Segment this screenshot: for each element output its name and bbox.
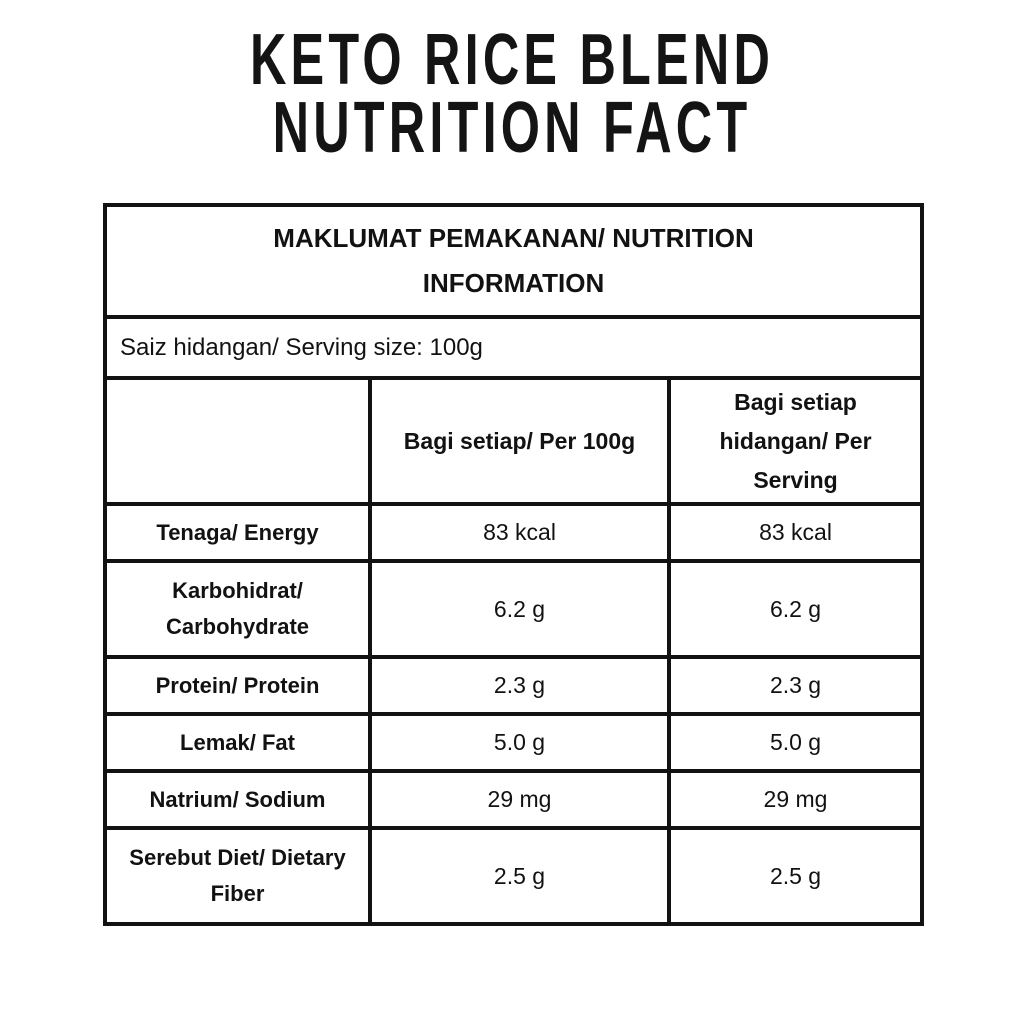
row-value-protein-per-serving: 2.3 g bbox=[669, 657, 923, 714]
row-value-fat-per-serving: 5.0 g bbox=[669, 714, 923, 771]
table-title-text: MAKLUMAT PEMAKANAN/ NUTRITION INFORMATIO… bbox=[273, 223, 754, 298]
row-label-sodium: Natrium/ Sodium bbox=[105, 771, 370, 828]
table-row-protein: Protein/ Protein 2.3 g 2.3 g bbox=[105, 657, 923, 714]
row-value-sodium-per-serving: 29 mg bbox=[669, 771, 923, 828]
column-header-per-serving-text: Bagi setiap hidangan/ Per Serving bbox=[719, 388, 872, 493]
row-value-dietary-fiber-per-100g: 2.5 g bbox=[370, 828, 669, 924]
row-label-carbohydrate: Karbohidrat/ Carbohydrate bbox=[105, 561, 370, 657]
nutrition-table: MAKLUMAT PEMAKANAN/ NUTRITION INFORMATIO… bbox=[103, 203, 925, 926]
row-value-energy-per-serving: 83 kcal bbox=[669, 504, 923, 561]
table-row-dietary-fiber: Serebut Diet/ Dietary Fiber 2.5 g 2.5 g bbox=[105, 828, 923, 924]
row-value-sodium-per-100g: 29 mg bbox=[370, 771, 669, 828]
row-label-protein: Protein/ Protein bbox=[105, 657, 370, 714]
table-row-fat: Lemak/ Fat 5.0 g 5.0 g bbox=[105, 714, 923, 771]
column-header-per-100g: Bagi setiap/ Per 100g bbox=[370, 378, 669, 504]
table-row-sodium: Natrium/ Sodium 29 mg 29 mg bbox=[105, 771, 923, 828]
table-title-cell: MAKLUMAT PEMAKANAN/ NUTRITION INFORMATIO… bbox=[105, 205, 923, 317]
row-value-energy-per-100g: 83 kcal bbox=[370, 504, 669, 561]
serving-size-cell: Saiz hidangan/ Serving size: 100g bbox=[105, 317, 923, 378]
row-value-fat-per-100g: 5.0 g bbox=[370, 714, 669, 771]
column-header-per-serving: Bagi setiap hidangan/ Per Serving bbox=[669, 378, 923, 504]
row-value-protein-per-100g: 2.3 g bbox=[370, 657, 669, 714]
title-line-1: KETO RICE BLEND bbox=[249, 20, 775, 100]
column-header-empty bbox=[105, 378, 370, 504]
row-label-fat: Lemak/ Fat bbox=[105, 714, 370, 771]
table-title-row: MAKLUMAT PEMAKANAN/ NUTRITION INFORMATIO… bbox=[105, 205, 923, 317]
row-value-dietary-fiber-per-serving: 2.5 g bbox=[669, 828, 923, 924]
serving-size-row: Saiz hidangan/ Serving size: 100g bbox=[105, 317, 923, 378]
title-line-2: NUTRITION FACT bbox=[272, 88, 752, 168]
row-value-carbohydrate-per-serving: 6.2 g bbox=[669, 561, 923, 657]
row-label-dietary-fiber: Serebut Diet/ Dietary Fiber bbox=[105, 828, 370, 924]
column-header-row: Bagi setiap/ Per 100g Bagi setiap hidang… bbox=[105, 378, 923, 504]
table-row-energy: Tenaga/ Energy 83 kcal 83 kcal bbox=[105, 504, 923, 561]
table-row-carbohydrate: Karbohidrat/ Carbohydrate 6.2 g 6.2 g bbox=[105, 561, 923, 657]
column-header-per-100g-text: Bagi setiap/ Per 100g bbox=[403, 427, 636, 454]
page-title: KETO RICE BLEND NUTRITION FACT bbox=[0, 20, 1024, 168]
row-label-energy: Tenaga/ Energy bbox=[105, 504, 370, 561]
row-value-carbohydrate-per-100g: 6.2 g bbox=[370, 561, 669, 657]
